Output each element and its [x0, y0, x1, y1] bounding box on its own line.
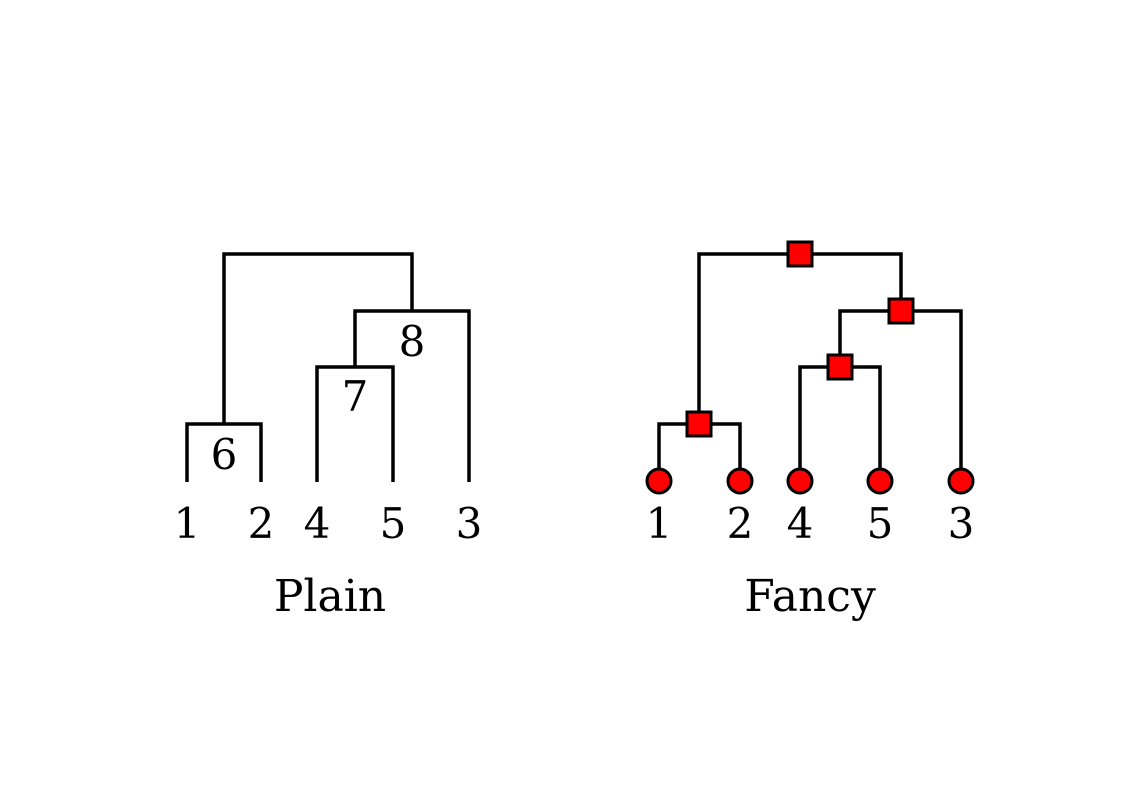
plain-leaf-label: 1 [174, 499, 201, 548]
fancy-leaf-label: 5 [867, 499, 894, 548]
plain-dendrogram: 6 7 8 1 2 4 5 3 Plain [174, 252, 483, 622]
fancy-leaf-marker [866, 467, 894, 495]
plain-caption: Plain [274, 571, 386, 622]
fancy-leaf-marker [645, 467, 673, 495]
plain-leaf-label: 2 [248, 499, 275, 548]
fancy-branch-8 [838, 309, 963, 481]
fancy-leaf-label: 1 [646, 499, 673, 548]
fancy-internal-marker [887, 297, 915, 325]
plain-node-label-6: 6 [211, 430, 238, 479]
plain-leaf-label: 5 [380, 499, 407, 548]
plain-branch-root [222, 252, 414, 424]
fancy-branch-7 [798, 365, 882, 481]
plain-node-label-7: 7 [342, 372, 369, 421]
fancy-leaf-label: 3 [948, 499, 975, 548]
plain-leaf-label: 4 [304, 499, 331, 548]
fancy-internal-marker [685, 410, 713, 438]
fancy-caption: Fancy [744, 571, 876, 622]
fancy-leaf-label: 4 [787, 499, 814, 548]
plain-leaf-label: 3 [456, 499, 483, 548]
fancy-leaf-marker [726, 467, 754, 495]
plain-node-label-8: 8 [399, 317, 426, 366]
fancy-dendrogram: 1 2 4 5 3 Fancy [645, 240, 975, 622]
fancy-internal-marker [826, 353, 854, 381]
fancy-leaf-marker [947, 467, 975, 495]
fancy-leaf-marker [786, 467, 814, 495]
fancy-leaf-label: 2 [727, 499, 754, 548]
fancy-internal-marker [786, 240, 814, 268]
